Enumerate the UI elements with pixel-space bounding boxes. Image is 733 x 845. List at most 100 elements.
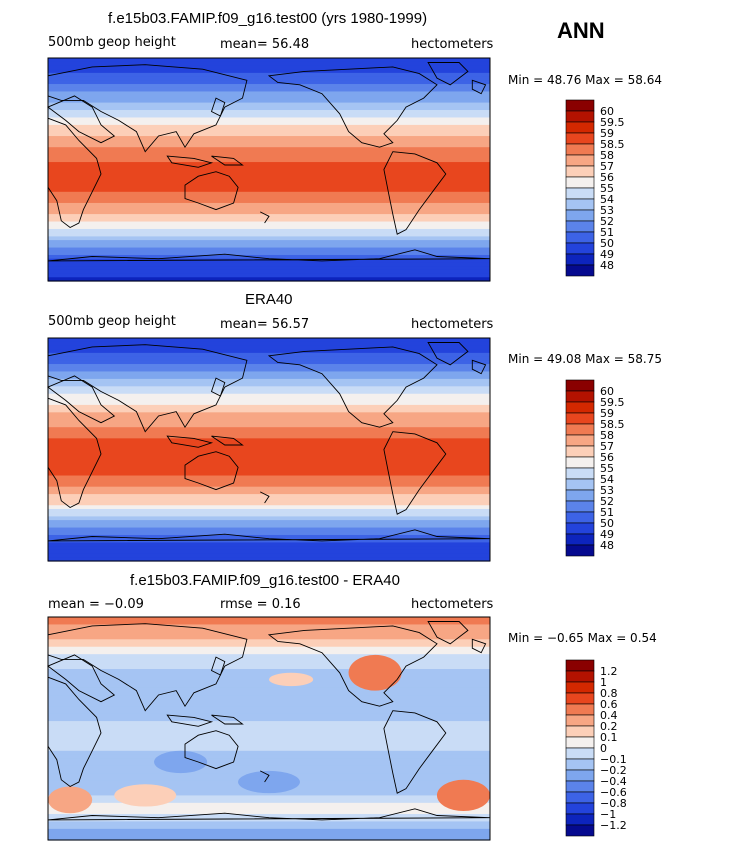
map-band [48, 486, 490, 491]
map-band [48, 549, 490, 555]
colorbar-label: −0.4 [600, 775, 627, 788]
map-band [48, 390, 490, 395]
panel-2-minmax: Min = 49.08 Max = 58.75 [508, 352, 662, 366]
map-band [48, 806, 490, 811]
colorbar-label: 54 [600, 473, 614, 486]
map-band [48, 828, 490, 834]
colorbar-label: 51 [600, 226, 614, 239]
coastline [47, 397, 102, 509]
coastline [47, 117, 102, 229]
map-band [48, 482, 490, 488]
map-band [48, 225, 490, 230]
colorbar-label: −1 [600, 808, 616, 821]
colorbar-label: 49 [600, 528, 614, 541]
map-band [48, 199, 490, 204]
panel-3-rmse-label: rmse = 0.16 [220, 597, 301, 612]
map-band [48, 672, 490, 678]
map-band [48, 468, 490, 473]
map-band [48, 382, 490, 387]
map-band [48, 654, 490, 659]
map-band [48, 739, 490, 744]
colorbar-swatch [565, 813, 595, 826]
colorbar-label: −1.2 [600, 819, 627, 832]
colorbar-swatch [565, 802, 595, 815]
colorbar-swatch [565, 264, 595, 277]
colorbar-label: 0.4 [600, 709, 618, 722]
map-band [48, 691, 490, 696]
map-band [48, 169, 490, 174]
map-band [48, 445, 490, 451]
map-band [48, 386, 490, 391]
map-band [48, 360, 490, 365]
colorbar-label: 1.2 [600, 665, 618, 678]
coastline [47, 95, 116, 144]
colorbar-label: 0.8 [600, 687, 618, 700]
map-band [48, 188, 490, 193]
coastline [47, 529, 491, 542]
colorbar-swatch [565, 500, 595, 513]
colorbar-label: 55 [600, 182, 614, 195]
panel-3-map [47, 616, 491, 841]
map-band [48, 724, 490, 730]
coastline [211, 155, 244, 166]
colorbar-swatch [565, 511, 595, 524]
map-band [48, 69, 490, 74]
colorbar-label: −0.2 [600, 764, 627, 777]
map-band [48, 247, 490, 252]
colorbar-swatch [565, 725, 595, 738]
colorbar-swatch [565, 99, 595, 112]
map-band [48, 262, 490, 267]
map-band [48, 761, 490, 767]
colorbar-label: 56 [600, 171, 614, 184]
map-band [48, 687, 490, 692]
map-band [48, 251, 490, 256]
colorbar-label: 58.5 [600, 138, 625, 151]
colorbar-swatch [565, 544, 595, 557]
map-band [48, 356, 490, 361]
panel-2-title: ERA40 [245, 291, 293, 308]
map-band [48, 628, 490, 633]
map-band [48, 821, 490, 826]
season-label: ANN [557, 18, 605, 43]
map-band [48, 434, 490, 439]
map-band [48, 665, 490, 670]
map-band [48, 546, 490, 551]
coastline [259, 491, 270, 504]
map-band [48, 520, 490, 525]
coastline [427, 62, 469, 86]
map-band [48, 553, 490, 558]
map-band [48, 717, 490, 722]
colorbar-swatch [565, 456, 595, 469]
colorbar-label: 0 [600, 742, 607, 755]
map-band [48, 471, 490, 477]
map-band [48, 501, 490, 506]
map-band [48, 202, 490, 208]
map-band [48, 364, 490, 369]
colorbar-swatch [565, 253, 595, 266]
map-band [48, 349, 490, 354]
map-band [48, 683, 490, 689]
panel-3-mean-label: mean = −0.09 [48, 597, 144, 612]
colorbar-swatch [565, 110, 595, 123]
map-band [48, 266, 490, 271]
map-band [48, 464, 490, 469]
map-band [48, 523, 490, 529]
map-band [48, 378, 490, 384]
colorbar-label: 50 [600, 517, 614, 530]
map-band [48, 80, 490, 85]
panel-1-title: f.e15b03.FAMIP.f09_g16.test00 (yrs 1980-… [108, 10, 428, 27]
colorbar-label: 53 [600, 484, 614, 497]
coastline [211, 714, 244, 725]
map-band [48, 698, 490, 704]
map-band [48, 84, 490, 89]
map-band [48, 709, 490, 715]
colorbar-label: 0.2 [600, 720, 618, 733]
coastline [427, 621, 469, 645]
map-band [48, 795, 490, 800]
coastline [184, 451, 239, 491]
coastline [47, 808, 491, 821]
coastline [47, 249, 491, 262]
map-band [48, 180, 490, 185]
map-band [48, 475, 490, 480]
colorbar-label: 57 [600, 160, 614, 173]
